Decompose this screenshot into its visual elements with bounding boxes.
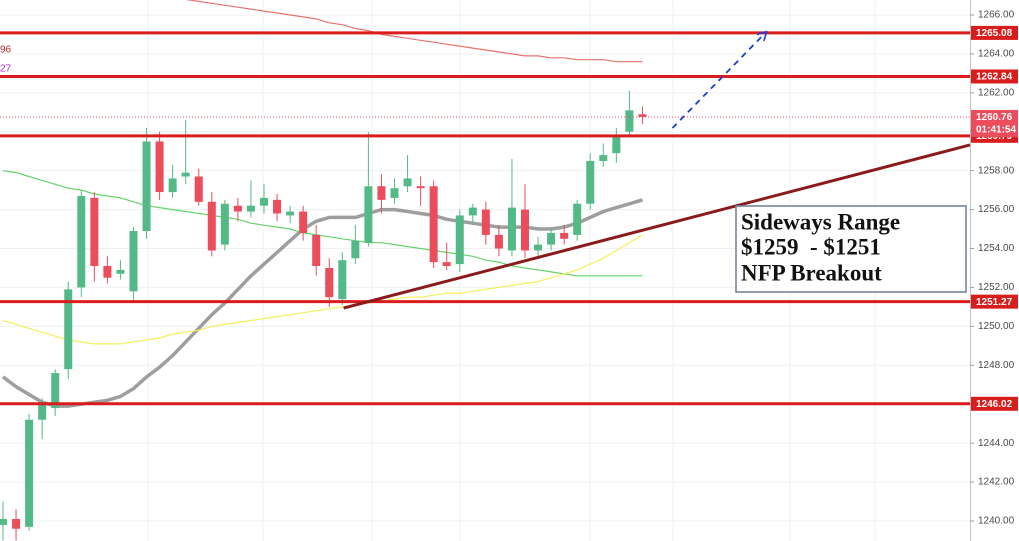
- ma-line: [2, 234, 643, 345]
- candle-body: [129, 230, 138, 292]
- axis-panel: [970, 0, 1019, 541]
- candle-body: [0, 519, 7, 525]
- y-tick-label: 1250.00: [978, 321, 1015, 332]
- candle-body: [51, 373, 60, 409]
- candle-body: [481, 209, 490, 235]
- candle-body: [25, 419, 34, 527]
- candle-body: [273, 199, 282, 214]
- annotation-text: Sideways Range: [741, 209, 900, 234]
- y-tick-label: 1262.00: [978, 87, 1015, 98]
- level-tag: [971, 294, 1018, 309]
- candle-body: [547, 232, 556, 245]
- candle-body: [168, 178, 177, 193]
- candle-body: [494, 234, 503, 249]
- candle-body: [207, 201, 216, 251]
- y-tick-label: 1248.00: [978, 360, 1015, 371]
- candle-body: [377, 186, 386, 200]
- candle-body: [142, 141, 151, 231]
- level-label: 1246.02: [976, 399, 1013, 410]
- candle-body: [312, 234, 321, 267]
- annotation-box: Sideways Range $1259 - $1251 NFP Breakou…: [735, 205, 967, 293]
- y-tick-label: 1264.00: [978, 49, 1015, 60]
- candle-body: [286, 211, 295, 216]
- candle-body: [299, 211, 308, 233]
- candle-body: [625, 110, 634, 132]
- level-tag: [971, 69, 1018, 84]
- series-label: 27: [0, 64, 12, 75]
- y-tick-label: 1242.00: [978, 477, 1015, 488]
- candle-body: [90, 197, 99, 267]
- candle-body: [38, 404, 47, 420]
- level-label: 1251.27: [976, 297, 1013, 308]
- y-tick-label: 1266.00: [978, 10, 1015, 21]
- candle-body: [521, 209, 529, 251]
- series-label: 96: [0, 45, 12, 56]
- candle-body: [442, 262, 451, 267]
- candle-body: [325, 267, 334, 298]
- level-label: 1265.08: [976, 28, 1013, 39]
- candle-body: [351, 240, 360, 259]
- last-price-label: 1260.76: [976, 112, 1013, 123]
- candle-body: [233, 205, 242, 212]
- candle-body: [155, 141, 164, 193]
- y-tick-label: 1244.00: [978, 438, 1015, 449]
- candle-body: [403, 178, 412, 187]
- candle-body: [338, 260, 347, 300]
- candle-body: [507, 207, 516, 251]
- candle-body: [416, 186, 425, 189]
- candle-body: [429, 186, 438, 263]
- candle-body: [103, 266, 112, 278]
- y-tick-label: 1254.00: [978, 243, 1015, 254]
- annotation-text: NFP Breakout: [741, 260, 882, 285]
- candle-body: [612, 135, 621, 154]
- level-tag: [971, 25, 1018, 40]
- ma-line: [185, 0, 643, 63]
- y-tick-label: 1256.00: [978, 204, 1015, 215]
- ma-line: [2, 170, 643, 277]
- level-label: 1262.84: [976, 72, 1013, 83]
- level-tag: [971, 396, 1018, 411]
- ma-line: [1, 198, 643, 408]
- candle-body: [455, 215, 464, 265]
- candle-body: [64, 289, 73, 370]
- candle-body: [260, 197, 268, 206]
- candle-body: [599, 155, 608, 161]
- candle-body: [560, 232, 569, 239]
- candle-body: [390, 188, 399, 198]
- candle-body: [573, 203, 582, 235]
- countdown-label: 01:41:54: [976, 125, 1016, 136]
- candle-body: [194, 176, 203, 202]
- y-tick-label: 1258.00: [978, 165, 1015, 176]
- y-tick-label: 1252.00: [978, 282, 1015, 293]
- candle-body: [246, 205, 255, 212]
- trendline: [343, 143, 971, 310]
- candle-body: [468, 207, 477, 216]
- candle-body: [77, 195, 86, 288]
- candle-body: [534, 244, 543, 251]
- candle-body: [220, 203, 229, 245]
- candle-body: [638, 114, 647, 117]
- candle-body: [364, 186, 373, 243]
- candle-body: [116, 269, 125, 274]
- forecast-arrow: [671, 33, 765, 129]
- annotation-frame: [735, 205, 967, 293]
- candle-body: [181, 172, 190, 177]
- last-price-tag: [971, 109, 1018, 137]
- y-tick-label: 1240.00: [978, 516, 1015, 527]
- candle-body: [586, 160, 595, 204]
- candle-body: [12, 519, 21, 529]
- annotation-text: $1259 - $1251: [741, 234, 881, 259]
